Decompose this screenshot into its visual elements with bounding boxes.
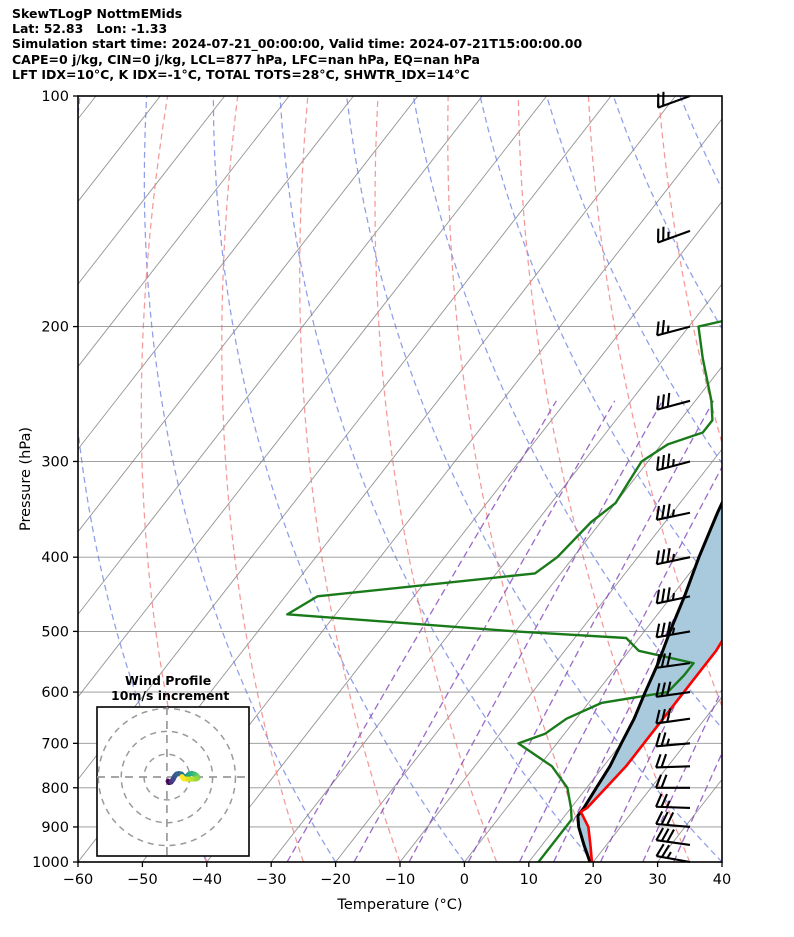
hodograph-title-line2: 10m/s increment xyxy=(111,688,229,703)
mixing-ratio-line xyxy=(599,607,722,862)
x-axis-label: Temperature (°C) xyxy=(336,897,462,913)
pressure-tick-label: 100 xyxy=(41,89,69,105)
wind-barb xyxy=(655,753,691,769)
pressure-tick-label: 200 xyxy=(41,320,69,336)
header-block: SkewTLogP NottmEMids Lat: 52.83 Lon: -1.… xyxy=(12,6,772,82)
wind-barb xyxy=(655,774,690,789)
sounding-profiles xyxy=(286,319,722,862)
pressure-tick-label: 1000 xyxy=(32,855,69,871)
isotherm xyxy=(78,96,548,698)
moist-adiabat xyxy=(517,96,691,862)
header-line-indices1: CAPE=0 j/kg, CIN=0 j/kg, LCL=877 hPa, LF… xyxy=(12,51,480,67)
y-axis-label: Pressure (hPa) xyxy=(18,427,34,531)
pressure-tick-label: 400 xyxy=(41,550,69,566)
moist-adiabat xyxy=(299,96,401,862)
isotherm xyxy=(399,448,722,862)
wind-barb xyxy=(655,681,691,698)
isotherm xyxy=(721,861,722,862)
mixing-ratio-line xyxy=(353,400,616,862)
wind-barb xyxy=(655,811,691,828)
isotherm xyxy=(335,365,722,862)
wind-barb xyxy=(655,587,691,605)
moist-adiabat xyxy=(729,96,794,808)
wind-barb xyxy=(656,320,691,337)
hodograph-trace-segment xyxy=(179,774,186,782)
dry-adiabat xyxy=(612,96,722,330)
pressure-tick-label: 300 xyxy=(41,454,69,470)
temperature-profile-line xyxy=(579,638,722,862)
isotherm xyxy=(206,200,722,862)
isotherm xyxy=(78,96,226,285)
wind-barb xyxy=(655,708,691,725)
wind-barb xyxy=(656,453,691,472)
header-line-latlon: Lat: 52.83 Lon: -1.33 xyxy=(12,21,168,37)
wind-barb-column xyxy=(655,91,691,864)
hodograph-title-line1: Wind Profile xyxy=(125,673,211,688)
wind-barb xyxy=(655,732,691,748)
isotherm xyxy=(78,96,354,450)
dry-adiabat xyxy=(279,96,594,862)
isotherm xyxy=(270,283,722,862)
wind-barb xyxy=(655,503,691,521)
wind-barb xyxy=(657,226,691,244)
temperature-tick-label: −20 xyxy=(320,872,351,888)
mixing-ratio-line xyxy=(286,400,557,862)
pressure-tick-label: 700 xyxy=(41,736,69,752)
temperature-tick-label: −60 xyxy=(63,872,94,888)
isotherm xyxy=(592,696,722,862)
header-line-times: Simulation start time: 2024-07-21_00:00:… xyxy=(12,36,583,52)
wind-barb xyxy=(655,843,691,864)
header-line-title: SkewTLogP NottmEMids xyxy=(12,6,183,21)
dry-adiabat xyxy=(747,96,794,589)
moist-adiabat xyxy=(221,96,304,862)
wind-barb xyxy=(656,392,691,411)
wind-barb xyxy=(655,548,691,566)
pressure-tick-label: 600 xyxy=(41,685,69,701)
temperature-tick-label: 10 xyxy=(520,872,538,888)
mixing-ratio-line xyxy=(518,465,722,862)
moist-adiabat xyxy=(374,96,498,862)
isotherm xyxy=(78,96,419,533)
moist-adiabat xyxy=(447,96,594,862)
dry-adiabat xyxy=(212,96,465,862)
moist-adiabat xyxy=(140,96,208,862)
mixing-ratio-line xyxy=(642,688,722,862)
isotherm xyxy=(78,96,483,616)
temperature-tick-label: 30 xyxy=(648,872,666,888)
temperature-tick-label: −30 xyxy=(256,872,287,888)
dry-adiabat xyxy=(143,96,337,862)
pressure-tick-label: 800 xyxy=(41,781,69,797)
wind-barb xyxy=(655,621,691,639)
temperature-tick-label: 20 xyxy=(584,872,602,888)
wind-barb xyxy=(655,827,691,846)
temperature-tick-label: 40 xyxy=(713,872,731,888)
isotherm xyxy=(78,96,290,368)
wind-barb xyxy=(655,652,691,669)
pressure-tick-label: 500 xyxy=(41,624,69,640)
mixing-ratio-line xyxy=(408,400,663,862)
pressure-tick-label: 900 xyxy=(41,820,69,836)
temperature-tick-label: −40 xyxy=(191,872,222,888)
isotherm xyxy=(464,531,722,862)
mixing-ratio-line xyxy=(467,400,715,862)
temperature-tick-label: −50 xyxy=(127,872,158,888)
temperature-tick-label: 0 xyxy=(460,872,469,888)
isotherm xyxy=(786,96,794,862)
mixing-ratio-line xyxy=(673,751,722,862)
wetbulb-profile-line xyxy=(286,319,722,862)
temperature-tick-label: −10 xyxy=(385,872,416,888)
header-line-indices2: LFT IDX=10°C, K IDX=-1°C, TOTAL TOTS=28°… xyxy=(12,66,470,82)
wind-barb xyxy=(655,793,691,809)
